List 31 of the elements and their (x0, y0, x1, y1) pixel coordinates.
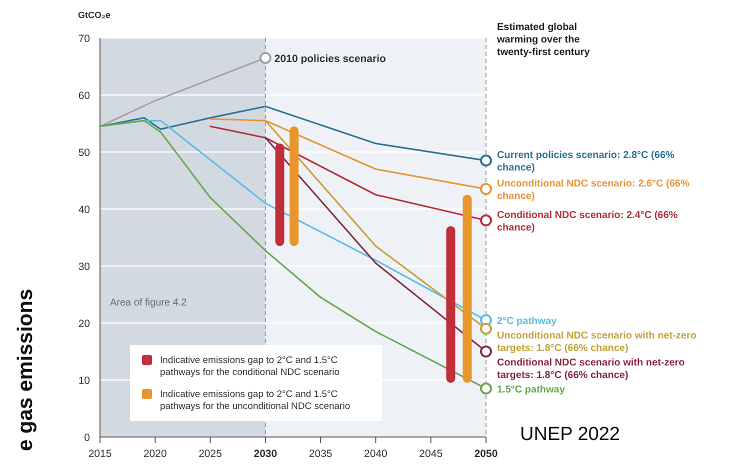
y-tick-label: 40 (78, 204, 90, 216)
y-tick-label: 50 (78, 147, 90, 159)
legend-title: Estimated global warming over the twenty-first century (496, 22, 590, 58)
series-label: 2°C pathway (497, 316, 558, 327)
x-tick-label: 2030 (254, 448, 278, 460)
series-label: Unconditional NDC scenario with net-zero targets: 1.8°C (66% chance) (497, 330, 696, 354)
legend-label: Indicative emissions gap to 2°C and 1.5°C pathways for the conditional NDC scenario (160, 355, 340, 378)
x-tick-label: 2035 (308, 448, 332, 460)
series-label: Conditional NDC scenario with net-zero targets: 1.8°C (66% chance) (497, 357, 685, 381)
series-label: 2010 policies scenario (274, 52, 386, 65)
x-tick-label: 2050 (474, 448, 498, 460)
y-tick-label: 30 (78, 261, 90, 273)
y-tick-label: 0 (84, 432, 90, 444)
series-label: Unconditional NDC scenario: 2.6°C (66% chance) (497, 178, 690, 202)
y-tick-label: 10 (78, 375, 90, 387)
y-tick-label: 60 (78, 90, 90, 102)
y-axis-title: GtCO₂e (78, 10, 111, 20)
series-label: Conditional NDC scenario: 2.4°C (66% chance) (497, 210, 678, 234)
series-label: Current policies scenario: 2.8°C (66% chance) (497, 150, 674, 174)
x-tick-label: 2020 (143, 448, 167, 460)
series-label: 1.5°C pathway (497, 384, 566, 396)
y-tick-label: 70 (78, 33, 90, 45)
text: UNEP 2022 (520, 424, 620, 445)
band-label: Area of figure 4.2 (110, 297, 188, 308)
text: e gas emissions (14, 288, 37, 452)
x-tick-label: 2015 (88, 448, 112, 460)
legend-label: Indicative emissions gap to 2°C and 1.5°C pathways for the unconditional NDC scenario (160, 389, 350, 412)
x-tick-label: 2040 (364, 448, 388, 460)
x-tick-label: 2045 (419, 448, 443, 460)
x-tick-label: 2025 (198, 448, 222, 460)
y-tick-label: 20 (78, 318, 90, 330)
